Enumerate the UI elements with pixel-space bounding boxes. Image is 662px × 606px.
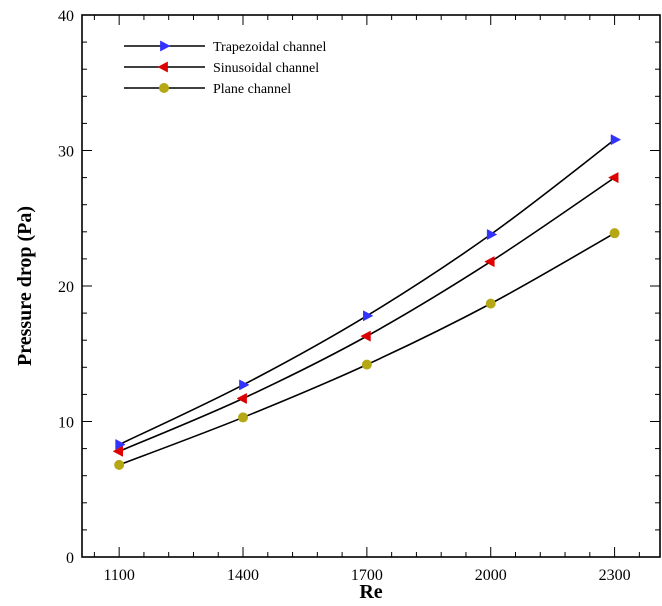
series-line bbox=[118, 232, 615, 466]
series-2 bbox=[112, 172, 619, 457]
x-axis-title: Re bbox=[359, 581, 382, 603]
circle-marker bbox=[159, 83, 169, 93]
y-tick-label: 40 bbox=[58, 8, 74, 25]
legend: Trapezoidal channel Sinusoidal channel Pla… bbox=[124, 40, 326, 97]
triangle-right-marker bbox=[115, 439, 126, 451]
x-tick-label: 1400 bbox=[227, 567, 259, 584]
circle-marker bbox=[609, 228, 620, 239]
x-tick-label: 2300 bbox=[599, 567, 631, 584]
triangle-left-marker bbox=[112, 445, 124, 457]
x-tick-label: 2000 bbox=[475, 567, 507, 584]
y-tick-label: 30 bbox=[58, 144, 74, 161]
plot-frame bbox=[81, 14, 661, 558]
legend-label: Sinusoidal channel bbox=[213, 61, 319, 76]
legend-label: Plane channel bbox=[213, 82, 291, 97]
y-tick-label: 0 bbox=[66, 550, 74, 567]
circle-marker bbox=[485, 298, 496, 309]
x-tick-label: 1700 bbox=[351, 567, 383, 584]
triangle-right-marker bbox=[486, 228, 498, 241]
axis-ticks: 0 10 20 30 40 1100 1400 1700 2000 2300 bbox=[58, 8, 660, 584]
series-layer bbox=[112, 134, 622, 470]
x-tick-label: 1100 bbox=[103, 567, 134, 584]
triangle-left-marker bbox=[157, 61, 168, 73]
y-tick-label: 10 bbox=[58, 415, 74, 432]
triangle-right-marker bbox=[239, 379, 250, 391]
legend-label: Trapezoidal channel bbox=[213, 40, 326, 55]
triangle-left-marker bbox=[484, 256, 495, 268]
series-3 bbox=[114, 228, 620, 470]
circle-marker bbox=[114, 459, 125, 470]
triangle-right-marker bbox=[363, 310, 374, 322]
y-axis-title: Pressure drop (Pa) bbox=[14, 206, 36, 366]
series-line bbox=[118, 139, 616, 446]
triangle-left-marker bbox=[608, 172, 619, 184]
series-1 bbox=[115, 134, 622, 451]
triangle-left-marker bbox=[360, 330, 371, 342]
triangle-left-marker bbox=[236, 392, 247, 404]
circle-marker bbox=[361, 359, 372, 370]
y-tick-label: 20 bbox=[58, 279, 74, 296]
triangle-right-marker bbox=[160, 40, 171, 52]
triangle-right-marker bbox=[610, 134, 622, 146]
circle-marker bbox=[238, 412, 249, 423]
